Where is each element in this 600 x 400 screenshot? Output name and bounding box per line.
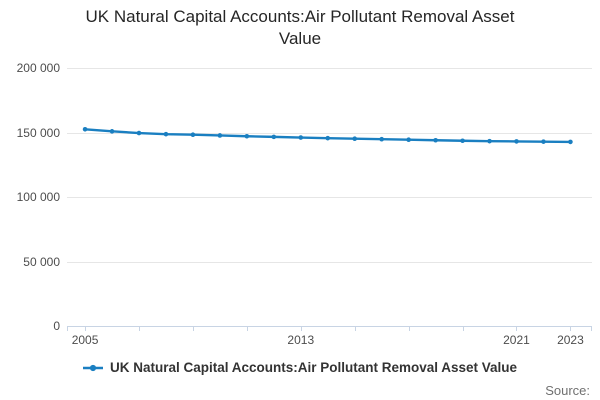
data-point: [190, 132, 196, 137]
data-point: [82, 126, 88, 132]
y-axis-tick-label: 200 000: [16, 61, 60, 75]
x-axis-tick-label: 2005: [71, 333, 99, 347]
y-axis-tick-label: 150 000: [16, 125, 60, 140]
legend: UK Natural Capital Accounts:Air Pollutan…: [0, 360, 600, 375]
x-axis-tick-label: 2021: [503, 333, 530, 347]
data-point: [325, 135, 331, 141]
data-point: [568, 139, 573, 145]
data-point: [433, 137, 438, 143]
data-point: [163, 131, 169, 137]
legend-item[interactable]: UK Natural Capital Accounts:Air Pollutan…: [82, 360, 518, 375]
x-axis-tick-label: 2023: [557, 333, 584, 347]
data-point: [379, 136, 384, 142]
legend-label: UK Natural Capital Accounts:Air Pollutan…: [109, 360, 518, 375]
plot-area: [67, 68, 592, 332]
legend-line-marker-icon: [82, 364, 103, 371]
data-point: [352, 136, 358, 141]
y-axis-tick-label: 100 000: [16, 190, 60, 204]
data-point: [298, 135, 304, 140]
data-point: [460, 138, 465, 144]
data-point: [271, 134, 277, 140]
data-point: [217, 133, 223, 138]
chart-title-line-2: Value: [278, 29, 322, 48]
chart-title: UK Natural Capital Accounts:Air Pollutan…: [0, 6, 600, 50]
y-axis-tick-label: 50 000: [23, 254, 60, 269]
data-point: [136, 130, 142, 136]
source-label: Source:: [545, 383, 590, 398]
x-axis-tick-label: 2013: [287, 333, 315, 347]
chart-svg: [67, 68, 592, 331]
chart-title-line-1: UK Natural Capital Accounts:Air Pollutan…: [85, 7, 515, 26]
data-point: [514, 139, 519, 144]
data-point: [244, 133, 250, 139]
data-point: [541, 139, 546, 144]
y-axis-tick-label: 0: [53, 319, 60, 333]
data-point: [109, 129, 115, 134]
data-point: [487, 138, 492, 144]
data-point: [406, 137, 411, 143]
